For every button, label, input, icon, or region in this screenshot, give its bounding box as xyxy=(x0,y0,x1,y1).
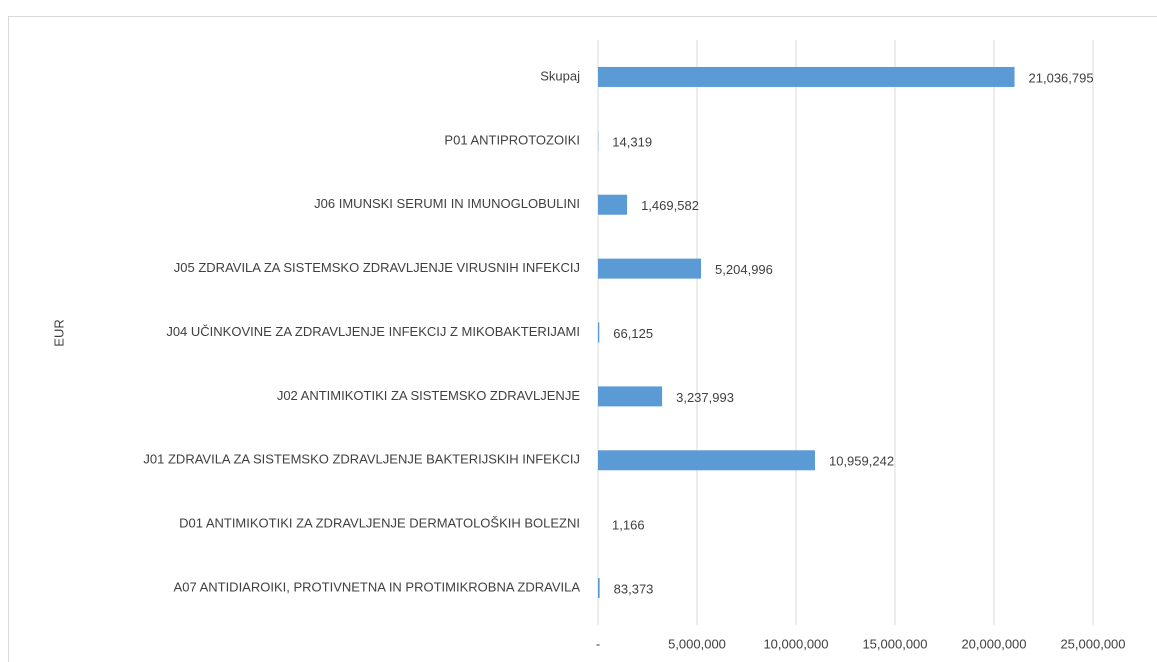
data-label: 1,469,582 xyxy=(641,198,699,213)
y-tick-label: D01 ANTIMIKOTIKI ZA ZDRAVLJENJE DERMATOL… xyxy=(179,516,580,531)
y-tick-label: J01 ZDRAVILA ZA SISTEMSKO ZDRAVLJENJE BA… xyxy=(143,452,580,467)
x-tick-label: 20,000,000 xyxy=(961,636,1026,651)
data-label: 14,319 xyxy=(612,134,652,149)
y-tick-label: P01 ANTIPROTOZOIKI xyxy=(444,132,580,147)
data-label: 83,373 xyxy=(614,581,654,596)
y-tick-label: J06 IMUNSKI SERUMI IN IMUNOGLOBULINI xyxy=(314,196,580,211)
chart-border xyxy=(8,16,1157,662)
data-label: 66,125 xyxy=(613,326,653,341)
y-axis-label: EUR xyxy=(51,319,66,346)
bar xyxy=(598,450,815,471)
y-tick-label: J02 ANTIMIKOTIKI ZA SISTEMSKO ZDRAVLJENJ… xyxy=(277,388,580,403)
bar xyxy=(598,66,1015,87)
y-tick-label: A07 ANTIDIAROIKI, PROTIVNETNA IN PROTIMI… xyxy=(174,579,581,594)
data-label: 3,237,993 xyxy=(676,390,734,405)
x-tick-label: - xyxy=(596,636,600,651)
bar xyxy=(598,386,663,407)
y-tick-label: J05 ZDRAVILA ZA SISTEMSKO ZDRAVLJENJE VI… xyxy=(174,260,580,275)
x-tick-label: 5,000,000 xyxy=(668,636,726,651)
x-tick-label: 25,000,000 xyxy=(1060,636,1125,651)
y-tick-label: J04 UČINKOVINE ZA ZDRAVLJENJE INFEKCIJ Z… xyxy=(166,324,580,339)
data-label: 1,166 xyxy=(612,518,645,533)
bar xyxy=(598,322,600,343)
bar xyxy=(598,194,628,215)
bar xyxy=(598,578,600,599)
data-label: 10,959,242 xyxy=(829,454,894,469)
bar xyxy=(598,258,702,279)
data-label: 21,036,795 xyxy=(1029,70,1094,85)
y-tick-label: Skupaj xyxy=(540,68,580,83)
data-label: 5,204,996 xyxy=(715,262,773,277)
x-tick-label: 15,000,000 xyxy=(862,636,927,651)
x-tick-label: 10,000,000 xyxy=(763,636,828,651)
